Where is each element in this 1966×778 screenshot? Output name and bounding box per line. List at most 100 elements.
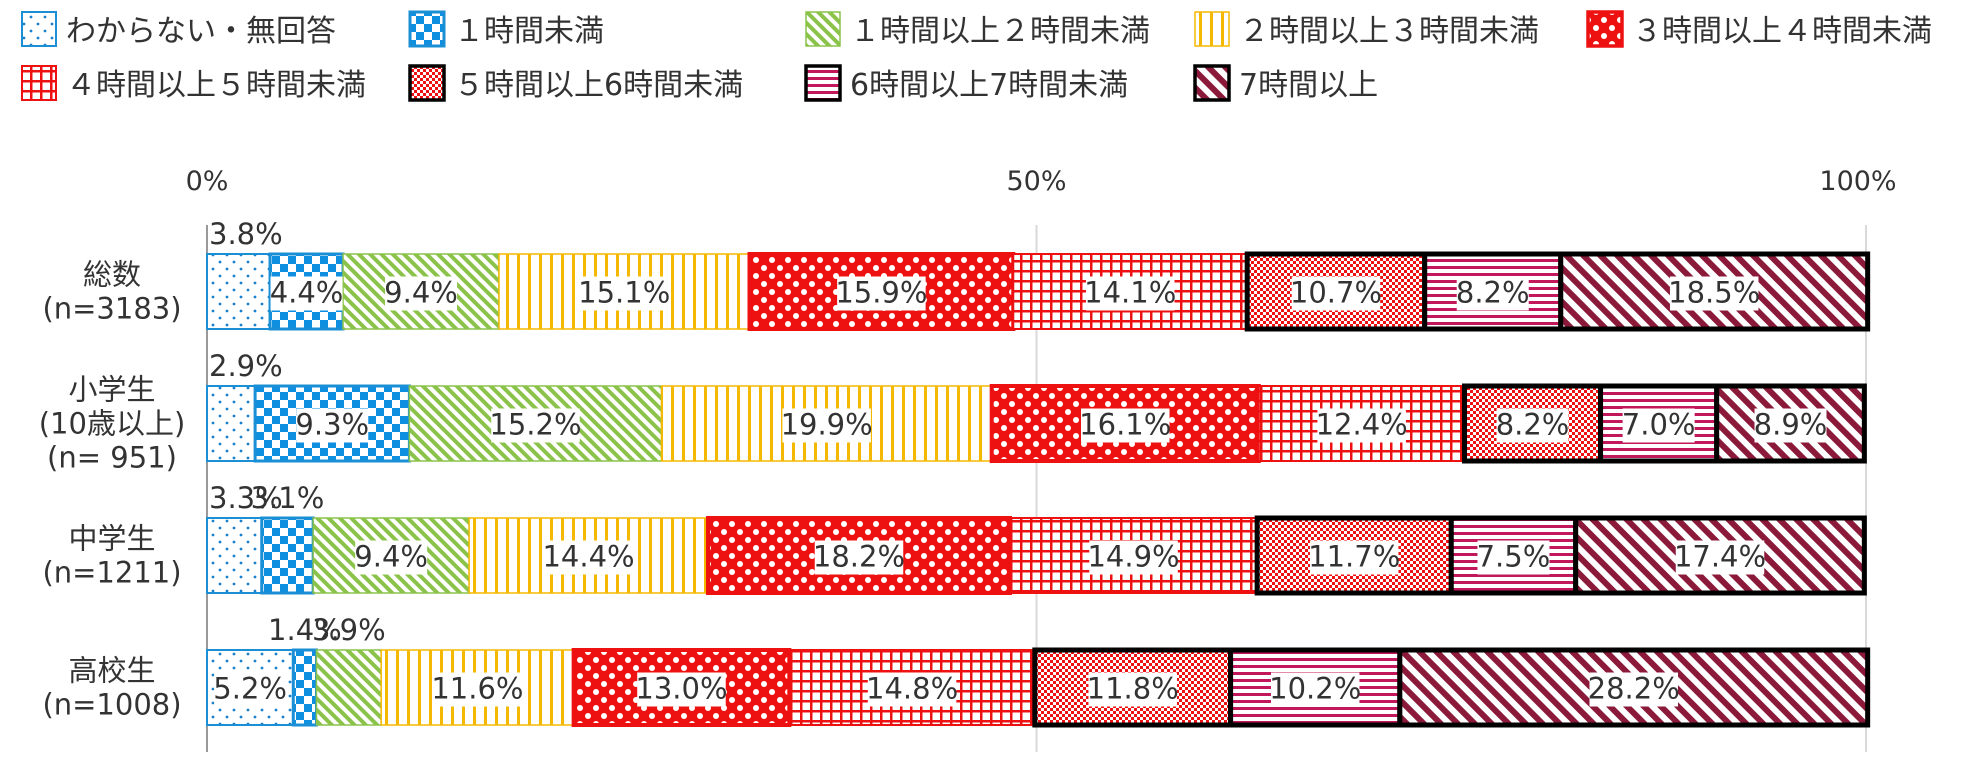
data-label-bg-3-3 [355,540,428,575]
data-label-3-8: 7.5% [1477,540,1551,574]
data-label-4-3: 3.9% [312,613,386,647]
data-label-3-9: 17.4% [1674,540,1766,574]
data-label-bg-1-8 [1456,276,1529,311]
legend-swatch-5 [1586,10,1624,48]
bar-segment-1-1 [206,253,272,330]
data-label-bg-3-6 [1089,540,1178,575]
legend-swatch-6 [21,65,57,101]
legend-swatch-1 [21,11,57,47]
data-label-2-1: 2.9% [209,349,283,383]
data-label-1-1: 3.8% [209,217,283,251]
bar-segment-4-3 [315,649,382,726]
data-label-3-2: 3.1% [251,481,325,515]
data-label-1-6: 14.1% [1084,276,1176,310]
legend-label-4: ２時間以上３時間未満 [1239,14,1539,49]
legend-label-1: わからない・無回答 [66,14,336,49]
data-label-2-9: 8.9% [1754,408,1828,442]
bar-segment-4-9 [1397,647,1871,728]
data-label-bg-4-1 [214,672,287,707]
data-label-bg-2-2 [296,408,369,443]
data-label-2-3: 15.2% [489,408,581,442]
x-tick-label-100: 100% [1819,166,1896,197]
data-label-3-5: 18.2% [813,540,905,574]
data-label-bg-1-9 [1669,276,1759,311]
legend-swatch-8 [804,64,842,102]
bar-segment-3-1 [206,517,263,594]
data-label-2-6: 12.4% [1316,408,1408,442]
legend-label-9: 7時間以上 [1239,68,1378,103]
data-label-1-3: 9.4% [384,276,458,310]
data-label-4-9: 28.2% [1588,672,1680,706]
data-label-2-5: 16.1% [1079,408,1171,442]
data-label-bg-4-4 [433,672,522,707]
data-label-bg-3-5 [814,540,904,575]
data-label-bg-2-3 [491,408,580,443]
data-label-bg-2-6 [1317,408,1406,443]
data-label-1-4: 15.1% [578,276,670,310]
data-label-4-1: 5.2% [213,672,287,706]
legend: わからない・無回答 １時間未満 １時間以上２時間未満 ２時間以上３時間未満 ３時間以上４… [21,10,1932,103]
data-label-3-6: 14.9% [1087,540,1179,574]
x-axis: 0% 50% 100% [186,166,1897,197]
legend-swatch-3 [805,11,841,47]
data-label-2-2: 9.3% [295,408,369,442]
legend-swatch-4 [1194,11,1230,47]
data-label-1-7: 10.7% [1290,276,1382,310]
category-label-4: 高校生(n=1008) [42,654,181,722]
legend-label-2: １時間未満 [454,14,604,49]
data-label-bg-1-2 [270,276,343,311]
data-label-4-8: 10.2% [1269,672,1361,706]
data-label-bg-2-8 [1622,408,1695,443]
data-label-bg-1-6 [1085,276,1175,311]
data-label-bg-2-7 [1496,408,1569,443]
data-label-bg-3-4 [544,540,633,575]
legend-label-5: ３時間以上４時間未満 [1632,14,1932,49]
category-label-1: 総数(n=3183) [42,258,181,326]
data-label-3-3: 9.4% [354,540,428,574]
bars [206,251,1871,728]
data-label-bg-3-8 [1477,540,1550,575]
x-tick-label-0: 0% [186,166,229,197]
bar-segment-2-1 [206,385,257,462]
data-label-3-7: 11.7% [1308,540,1400,574]
data-label-2-7: 8.2% [1496,408,1570,442]
data-label-bg-4-9 [1589,672,1678,707]
data-label-4-6: 14.8% [866,672,958,706]
category-labels: 総数(n=3183) 小学生(10歳以上) (n= 951) 中学生(n=1211) 高… [39,258,186,722]
data-labels: 3.8% 4.4% 9.4% 15.1% 15.9% 14.1% 10.7% 8.2% 18.5… [209,217,1827,707]
data-label-bg-3-7 [1309,540,1399,575]
data-label-4-2: 1.4% [268,613,342,647]
data-label-4-5: 13.0% [635,672,727,706]
bar-segment-3-5 [706,516,1012,595]
bar-segment-4-2 [291,648,318,727]
data-label-4-4: 11.6% [431,672,523,706]
legend-swatch-7 [408,64,446,102]
data-label-bg-1-7 [1291,276,1381,311]
data-label-bg-1-4 [579,276,669,311]
data-label-bg-2-5 [1081,408,1170,443]
data-label-bg-4-6 [867,672,957,707]
data-label-bg-4-8 [1270,672,1360,707]
bar-segment-3-2 [260,516,315,595]
data-label-bg-4-5 [637,672,726,707]
category-label-3: 中学生(n=1211) [42,522,181,590]
data-label-2-4: 19.9% [781,408,873,442]
legend-swatch-9 [1193,64,1231,102]
data-label-1-2: 4.4% [270,276,344,310]
data-label-bg-4-7 [1088,672,1177,707]
data-label-bg-2-9 [1754,408,1827,443]
data-label-2-8: 7.0% [1622,408,1696,442]
legend-label-6: ４時間以上５時間未満 [66,68,366,103]
x-tick-label-50: 50% [1006,166,1066,197]
legend-label-7: ５時間以上6時間未満 [454,68,743,103]
legend-label-8: 6時間以上7時間未満 [850,68,1128,103]
data-label-4-7: 11.8% [1087,672,1179,706]
data-label-bg-3-9 [1675,540,1765,575]
data-label-bg-1-3 [385,276,458,311]
category-label-2: 小学生(10歳以上) (n= 951) [39,373,186,475]
data-label-3-4: 14.4% [542,540,634,574]
data-label-1-9: 18.5% [1668,276,1760,310]
data-label-bg-2-4 [782,408,871,443]
data-label-1-8: 8.2% [1456,276,1530,310]
